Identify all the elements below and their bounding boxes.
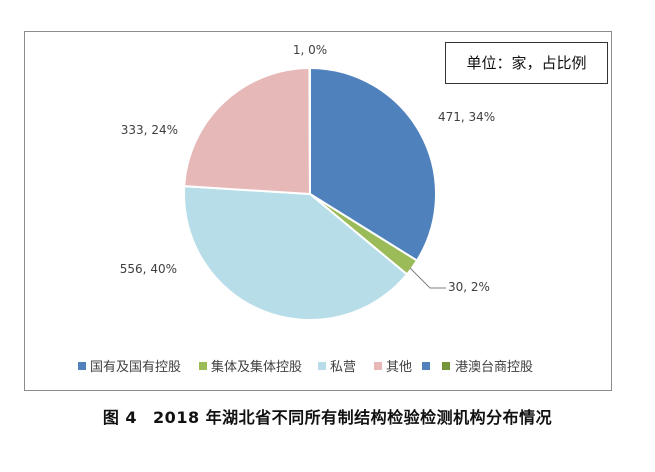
figure-number: 图 4 <box>102 408 138 427</box>
legend-label: 集体及集体控股 <box>211 359 302 375</box>
legend-label: 国有及国有控股 <box>90 360 181 375</box>
legend-label: 港澳台商控股 <box>455 359 533 375</box>
figure-caption: 图 4 2018 年湖北省不同所有制结构检验检测机构分布情况 <box>0 404 655 428</box>
pie-slice <box>183 66 312 196</box>
legend-swatch <box>199 362 207 370</box>
data-label: 1, 0% <box>293 43 327 57</box>
data-label: 556, 40% <box>120 262 177 276</box>
data-label: 471, 34% <box>438 110 495 124</box>
legend-swatch <box>422 362 430 370</box>
legend-swatch <box>318 362 326 370</box>
legend-swatch <box>442 362 450 370</box>
figure-title: 2018 年湖北省不同所有制结构检验检测机构分布情况 <box>153 408 553 427</box>
pie-slice <box>183 185 409 322</box>
data-label: 30, 2% <box>448 280 490 294</box>
data-label: 333, 24% <box>121 123 178 137</box>
pie-slice <box>308 66 311 195</box>
legend-label: 私营 <box>330 360 356 375</box>
legend-swatch <box>78 362 86 370</box>
legend-swatch <box>374 362 382 370</box>
legend-label: 其他 <box>386 360 412 375</box>
unit-label: 单位：家，占比例 <box>445 42 608 84</box>
leader-line <box>409 267 446 289</box>
